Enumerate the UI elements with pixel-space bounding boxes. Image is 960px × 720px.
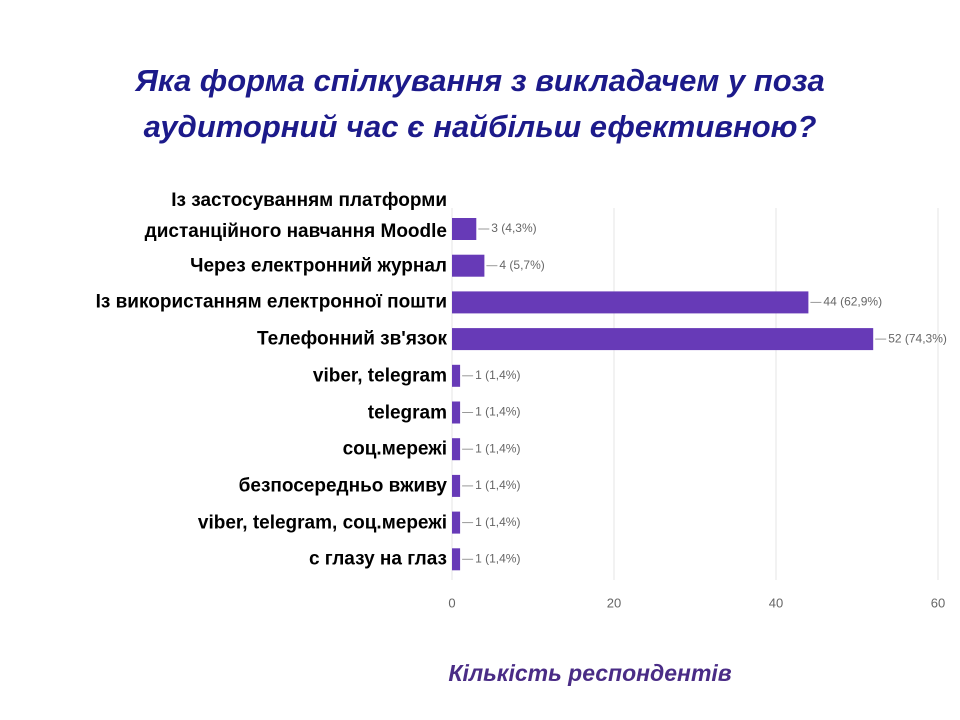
category-label: Телефонний зв'язок (257, 328, 447, 350)
category-label: с глазу на глаз (308, 548, 447, 570)
value-label: 4 (5,7%) (499, 258, 544, 272)
category-label: Із застосуванням платформи дистанційного… (144, 190, 447, 242)
bar (452, 254, 485, 277)
chart-title: Яка форма спілкування з викладачем у поз… (135, 63, 825, 144)
bar (452, 328, 874, 351)
value-label: 1 (1,4%) (475, 405, 520, 419)
bar (452, 438, 461, 461)
bar (452, 218, 477, 240)
bar (452, 548, 461, 571)
category-label: безпосередньо вживу (238, 475, 447, 497)
value-label: 52 (74,3%) (888, 331, 947, 345)
bar (452, 474, 461, 497)
value-label: 1 (1,4%) (475, 551, 520, 565)
category-label: соц.мережі (342, 438, 447, 460)
value-label: 3 (4,3%) (491, 221, 536, 235)
bar (452, 291, 809, 314)
bar (452, 511, 461, 534)
category-label: Із використанням електронної пошти (95, 291, 447, 313)
x-tick-label: 60 (931, 595, 945, 610)
x-tick-label: 0 (448, 595, 455, 610)
category-label: viber, telegram, соц.мережі (197, 512, 447, 534)
category-label: viber, telegram (312, 365, 447, 387)
value-label: 44 (62,9%) (823, 295, 882, 309)
value-label: 1 (1,4%) (475, 441, 520, 455)
x-tick-label: 20 (607, 595, 621, 610)
category-label: Через електронний журнал (190, 255, 447, 277)
category-label: telegram (367, 402, 447, 423)
value-label: 1 (1,4%) (475, 478, 520, 492)
value-label: 1 (1,4%) (475, 368, 520, 382)
x-tick-label: 40 (769, 595, 783, 610)
x-axis-label: Кількість респондентів (448, 660, 732, 686)
value-label: 1 (1,4%) (475, 515, 520, 529)
bar (452, 364, 461, 387)
bar (452, 401, 461, 424)
